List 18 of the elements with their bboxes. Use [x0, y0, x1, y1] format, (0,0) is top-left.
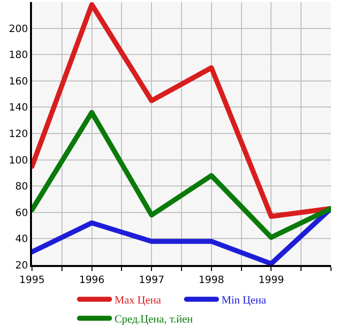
- y-tick-label: 40: [15, 234, 28, 246]
- x-tick-label: 1995: [19, 275, 45, 286]
- y-tick-label: 80: [15, 182, 28, 193]
- y-tick-label: 120: [8, 129, 28, 140]
- x-tick-label: 1999: [258, 275, 284, 286]
- y-tick-label: 160: [8, 76, 28, 88]
- x-tick-label: 1998: [198, 275, 224, 286]
- legend-label: Min Цена: [222, 294, 266, 307]
- y-tick-label: 180: [8, 50, 28, 62]
- y-tick-label: 60: [15, 208, 28, 219]
- x-tick-label: 1997: [138, 275, 164, 286]
- legend-label: Сред.Цена, т.йен: [114, 314, 194, 326]
- y-tick-label: 100: [8, 155, 28, 166]
- y-tick-label: 140: [8, 102, 28, 114]
- x-tick-label: 1996: [79, 275, 105, 286]
- legend-label: Max Цена: [114, 294, 162, 307]
- y-tick-label: 200: [8, 24, 28, 35]
- y-tick-label: 20: [15, 260, 28, 272]
